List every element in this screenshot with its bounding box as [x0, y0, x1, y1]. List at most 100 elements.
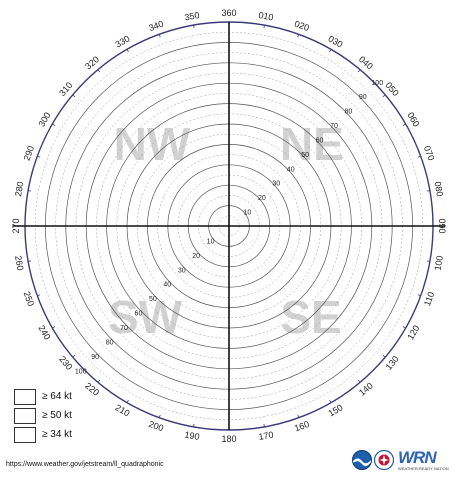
bearing-label: 210	[113, 402, 131, 418]
bearing-label: 110	[422, 290, 436, 307]
legend-label-50kt: ≥ 50 kt	[42, 410, 72, 421]
bearing-label: 280	[13, 181, 25, 198]
range-label: 60	[316, 137, 324, 144]
range-label: 40	[163, 282, 171, 289]
bearing-label: 080	[433, 181, 445, 198]
legend-row-50kt: ≥ 50 kt	[14, 406, 72, 425]
wrn-tagline: WEATHER-READY NATION	[398, 466, 449, 471]
bearing-tick	[382, 94, 386, 98]
cardinal-axes	[13, 22, 445, 430]
bearing-label: 190	[184, 430, 201, 442]
bearing-label: 270	[11, 218, 21, 233]
bearing-tick	[426, 190, 430, 192]
footer-logos: WRN WEATHER-READY NATION	[352, 449, 449, 471]
range-label: 10	[244, 210, 252, 217]
bearing-tick	[72, 354, 76, 358]
bearing-tick	[297, 414, 300, 418]
range-labels: 10 10 20 20 30 30 40 40 50 50 60 60 70 70 80 80 90 90 100 1…	[75, 80, 383, 376]
range-label: 30	[178, 267, 186, 274]
range-label: 40	[287, 166, 295, 173]
bearing-tick	[126, 49, 129, 53]
legend-label-34kt: ≥ 34 kt	[42, 429, 72, 440]
quadrant-nw-label: NW	[114, 118, 191, 170]
bearing-tick	[97, 379, 101, 383]
bearing-label: 090	[437, 218, 447, 233]
bearing-tick	[263, 25, 265, 29]
bearing-label: 360	[221, 8, 236, 18]
bearing-label: 170	[258, 430, 275, 442]
bearing-label: 240	[36, 323, 52, 341]
legend-swatch-64kt	[14, 388, 36, 405]
bearing-tick	[158, 414, 161, 418]
bearing-tick	[52, 326, 56, 329]
bearing-tick	[402, 326, 406, 329]
bearing-tick	[97, 69, 101, 73]
bearing-tick	[402, 123, 406, 126]
bearing-label: 300	[36, 110, 52, 128]
legend-swatch-34kt	[14, 426, 36, 443]
range-label: 30	[272, 181, 280, 188]
bearing-label: 330	[113, 33, 131, 49]
bearing-tick	[329, 49, 332, 53]
bearing-tick	[357, 69, 361, 73]
bearing-tick	[193, 423, 195, 427]
range-label: 50	[301, 152, 309, 159]
bearing-tick	[357, 379, 361, 383]
bearing-tick	[72, 94, 76, 98]
bearing-tick	[28, 260, 32, 262]
bearing-tick	[28, 190, 32, 192]
wrn-logo: WRN WEATHER-READY NATION	[398, 449, 449, 471]
bearing-tick	[297, 34, 300, 38]
bearing-label: 010	[258, 10, 275, 22]
bearing-tick	[426, 260, 430, 262]
bearing-label: 060	[405, 110, 421, 128]
range-label: 90	[359, 94, 367, 101]
legend-row-64kt: ≥ 64 kt	[14, 387, 72, 406]
range-label: 80	[106, 339, 114, 346]
bearing-tick	[263, 423, 265, 427]
bearing-label: 290	[22, 144, 37, 162]
bearing-tick	[417, 155, 421, 158]
legend-row-34kt: ≥ 34 kt	[14, 425, 72, 444]
quadrant-sw-label: SW	[108, 291, 183, 343]
bearing-tick	[193, 25, 195, 29]
bearing-label: 260	[13, 255, 25, 272]
wind-radii-legend: ≥ 64 kt ≥ 50 kt ≥ 34 kt	[14, 387, 72, 444]
bearing-tick	[52, 123, 56, 126]
legend-swatch-50kt	[14, 407, 36, 424]
bearing-label: 200	[147, 419, 165, 434]
bearing-label: 340	[147, 19, 165, 34]
range-label: 20	[258, 195, 266, 202]
bearing-labels: 360 0100200300400500600700800901001101201…	[11, 8, 447, 444]
range-label: 50	[149, 296, 157, 303]
range-label: 10	[207, 238, 215, 245]
range-label: 100	[75, 368, 87, 375]
bearing-label: 100	[433, 255, 445, 272]
legend-label-64kt: ≥ 64 kt	[42, 391, 72, 402]
bearing-tick	[37, 294, 41, 297]
range-label: 70	[120, 325, 128, 332]
bearing-label: 150	[326, 402, 344, 418]
range-label: 90	[91, 354, 99, 361]
bearing-tick	[126, 399, 129, 403]
nws-logo-icon	[374, 450, 394, 470]
bearing-label: 070	[422, 144, 437, 162]
wrn-mark: WRN	[398, 448, 437, 467]
range-label: 80	[345, 109, 353, 116]
bearing-label: 020	[293, 19, 311, 34]
noaa-logo-icon	[352, 450, 372, 470]
bearing-tick	[417, 294, 421, 297]
bearing-tick	[382, 354, 386, 358]
bearing-label: 120	[405, 323, 421, 341]
bearing-tick	[329, 399, 332, 403]
range-label: 70	[330, 123, 338, 130]
bearing-label: 030	[326, 33, 344, 49]
bearing-label: 160	[293, 419, 311, 434]
source-url[interactable]: https://www.weather.gov/jetstream/ll_qua…	[6, 461, 164, 468]
bearing-label: 250	[22, 290, 37, 308]
range-label: 20	[192, 253, 200, 260]
bearing-tick	[158, 34, 161, 38]
bearing-label: 180	[221, 434, 236, 444]
range-label: 100	[371, 80, 383, 87]
